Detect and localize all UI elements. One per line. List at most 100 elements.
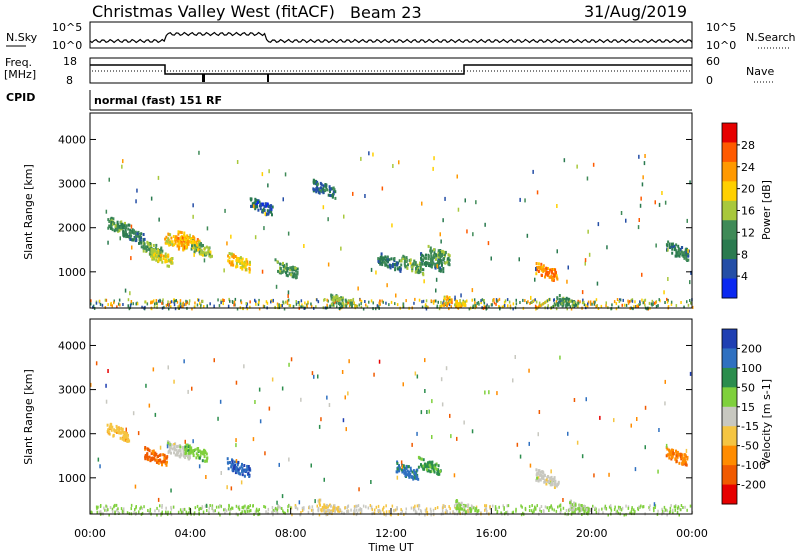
nave-label: Nave bbox=[746, 65, 774, 78]
echo-patch bbox=[665, 240, 690, 262]
velocity-colorbar-label: Velocity [m s-1] bbox=[760, 379, 773, 465]
echo-patch bbox=[249, 197, 274, 217]
colorbar-tick-label: 16 bbox=[741, 205, 755, 218]
colorbar-swatch bbox=[722, 445, 737, 466]
colorbar-swatch bbox=[722, 200, 737, 221]
nave-tick-top: 60 bbox=[706, 55, 720, 68]
colorbar-tick-label: 8 bbox=[741, 248, 748, 261]
echo-patch bbox=[144, 446, 169, 467]
echo-patch bbox=[226, 457, 252, 478]
x-tick-label: 00:00 bbox=[74, 527, 106, 540]
colorbar-swatch bbox=[722, 465, 737, 486]
x-tick-label: 12:00 bbox=[375, 527, 407, 540]
colorbar-tick-label: 4 bbox=[741, 270, 748, 283]
echo-patch bbox=[455, 499, 480, 514]
power-ylabel: Slant Range [km] bbox=[22, 164, 35, 260]
colorbar-swatch bbox=[722, 278, 737, 299]
y-tick-label: 3000 bbox=[58, 178, 86, 191]
colorbar-swatch bbox=[722, 142, 737, 163]
nsky-tick-bottom: 10^0 bbox=[52, 39, 82, 52]
echo-patch bbox=[427, 244, 451, 267]
colorbar-swatch bbox=[722, 367, 737, 388]
power-panel: 1000 2000 3000 4000 Slant Range [km] 28 24 20… bbox=[22, 112, 773, 311]
x-tick-label: 00:00 bbox=[676, 527, 708, 540]
colorbar-swatch bbox=[722, 348, 737, 369]
cpid-text: normal (fast) 151 RF bbox=[94, 94, 222, 107]
echo-patch bbox=[184, 443, 209, 463]
nsearch-tick-bottom: 10^0 bbox=[706, 39, 736, 52]
nsky-label: N.Sky bbox=[6, 31, 38, 44]
colorbar-swatch bbox=[722, 387, 737, 408]
echo-patch bbox=[274, 258, 299, 280]
colorbar-tick-label: -100 bbox=[741, 459, 766, 472]
colorbar-swatch bbox=[722, 259, 737, 280]
x-tick-label: 16:00 bbox=[475, 527, 507, 540]
colorbar-tick-label: 28 bbox=[741, 139, 755, 152]
nave-tick-bottom: 0 bbox=[706, 74, 713, 87]
sparse-echoes bbox=[90, 355, 692, 508]
freq-trace bbox=[90, 64, 692, 75]
echo-patch bbox=[535, 468, 560, 489]
colorbar-tick-label: 12 bbox=[741, 226, 755, 239]
echo-patch bbox=[535, 262, 559, 282]
echo-patch bbox=[377, 252, 402, 273]
colorbar-tick-label: 15 bbox=[741, 401, 755, 414]
y-tick-label: 4000 bbox=[58, 133, 86, 146]
colorbar-tick-label: 200 bbox=[741, 342, 762, 355]
echo-patch bbox=[150, 247, 174, 268]
colorbar-tick-label: -15 bbox=[741, 420, 759, 433]
colorbar-swatch bbox=[722, 406, 737, 427]
beam-title: Beam 23 bbox=[350, 3, 422, 22]
nsky-trace bbox=[89, 31, 693, 44]
colorbar-swatch bbox=[722, 239, 737, 260]
power-colorbar-label: Power [dB] bbox=[760, 180, 773, 240]
cpid-label: CPID bbox=[6, 91, 35, 104]
echo-patch bbox=[556, 294, 580, 308]
echo-patch bbox=[567, 499, 592, 514]
nsearch-label: N.Search bbox=[746, 31, 796, 44]
freq-tick-bottom: 8 bbox=[66, 74, 73, 87]
colorbar-swatch bbox=[722, 161, 737, 182]
x-axis-label: Time UT bbox=[367, 541, 413, 554]
y-tick-label: 4000 bbox=[58, 339, 86, 352]
freq-unit: [MHz] bbox=[4, 68, 36, 81]
sparse-echoes bbox=[105, 150, 692, 300]
freq-panel: Freq. [MHz] 18 8 60 0 Nave bbox=[4, 55, 774, 87]
echo-patch bbox=[227, 252, 251, 274]
colorbar-tick-label: 100 bbox=[741, 362, 762, 375]
echo-patch bbox=[417, 455, 442, 476]
x-tick-label: 08:00 bbox=[275, 527, 307, 540]
colorbar-tick-label: 24 bbox=[741, 161, 755, 174]
freq-tick-top: 18 bbox=[63, 55, 77, 68]
colorbar-tick-label: -200 bbox=[741, 479, 766, 492]
colorbar-swatch bbox=[722, 329, 737, 349]
colorbar-tick-label: 20 bbox=[741, 183, 755, 196]
colorbar-swatch bbox=[722, 220, 737, 241]
nsearch-tick-top: 10^5 bbox=[706, 21, 736, 34]
nsky-tick-top: 10^5 bbox=[52, 21, 82, 34]
colorbar-swatch bbox=[722, 426, 737, 447]
echo-patch bbox=[420, 252, 445, 274]
colorbar-swatch bbox=[722, 181, 737, 202]
y-tick-label: 3000 bbox=[58, 384, 86, 397]
echo-patch bbox=[395, 460, 420, 481]
echo-patch bbox=[317, 498, 342, 514]
y-tick-label: 2000 bbox=[58, 222, 86, 235]
echo-patch bbox=[443, 295, 467, 308]
y-tick-label: 1000 bbox=[58, 472, 86, 485]
nsky-panel: N.Sky 10^5 10^0 10^5 10^0 N.Search bbox=[6, 21, 796, 52]
colorbar-swatch bbox=[722, 484, 737, 505]
x-tick-label: 20:00 bbox=[576, 527, 608, 540]
velocity-panel: 1000 2000 3000 4000 Slant Range [km] 200 100… bbox=[22, 318, 773, 554]
ground-scatter-strip bbox=[90, 503, 694, 517]
colorbar-swatch bbox=[722, 123, 737, 143]
date-title: 31/Aug/2019 bbox=[584, 2, 687, 21]
colorbar-tick-label: 50 bbox=[741, 381, 755, 394]
y-tick-label: 2000 bbox=[58, 428, 86, 441]
echo-patch bbox=[189, 239, 213, 259]
y-tick-label: 1000 bbox=[58, 266, 86, 279]
echo-patch bbox=[330, 293, 353, 308]
velocity-ylabel: Slant Range [km] bbox=[22, 369, 35, 465]
freq-label: Freq. bbox=[5, 56, 32, 69]
